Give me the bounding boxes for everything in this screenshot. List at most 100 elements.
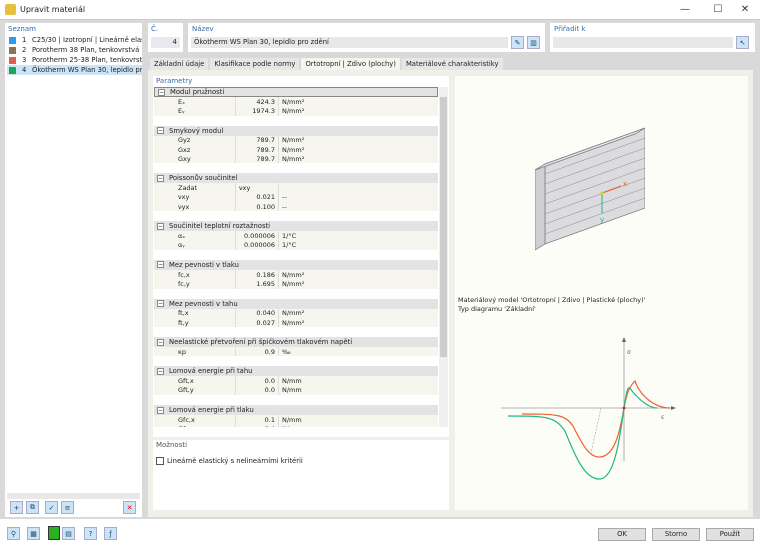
- group-header[interactable]: − Lomová energie při tlaku: [154, 405, 438, 416]
- tab-2[interactable]: Klasifikace podle normy: [210, 58, 300, 70]
- display-icon[interactable]: ▤: [62, 527, 75, 540]
- list-item[interactable]: 1 C25/30 | Izotropní | Lineárně elastický: [7, 35, 142, 45]
- parameter-row[interactable]: fc,x 0.186 N/mm²: [154, 269, 438, 280]
- group-header[interactable]: − Smykový modul: [154, 125, 438, 136]
- group-header[interactable]: − Poissonův součinitel: [154, 173, 438, 184]
- list-item[interactable]: 3 Porotherm 25-38 Plan, tenkovrstvá ma: [7, 55, 142, 65]
- collapse-icon[interactable]: −: [157, 261, 164, 269]
- list-item[interactable]: 2 Porotherm 38 Plan, tenkovrstvá malta: [7, 45, 142, 55]
- close-button[interactable]: ✕: [740, 4, 750, 15]
- parameter-value[interactable]: 0.040: [236, 308, 279, 318]
- parameter-row[interactable]: αₓ 0.000006 1/°C: [154, 231, 438, 241]
- parameter-row[interactable]: Gxy 789.7 N/mm²: [154, 154, 438, 164]
- collapse-icon[interactable]: −: [157, 338, 164, 346]
- assign-field[interactable]: [553, 37, 733, 48]
- parameter-row[interactable]: αᵧ 0.000006 1/°C: [154, 240, 438, 250]
- parameter-value[interactable]: 789.7: [236, 154, 279, 164]
- parameter-row[interactable]: ft,y 0.027 N/mm²: [154, 317, 438, 328]
- parameter-value[interactable]: 1.695: [236, 279, 279, 289]
- parameter-unit: N/mm: [282, 386, 302, 395]
- function-icon[interactable]: ƒ: [104, 527, 117, 540]
- ok-button[interactable]: OK: [598, 528, 646, 541]
- parameter-row[interactable]: ft,x 0.040 N/mm²: [154, 308, 438, 318]
- collapse-icon[interactable]: −: [157, 127, 164, 135]
- units-icon[interactable]: ▦: [27, 527, 40, 540]
- name-field[interactable]: Ökotherm WS Plan 30, lepidlo pro zdění: [191, 37, 508, 48]
- group-header[interactable]: − Neelastické přetvoření při špičkovém tl…: [154, 337, 438, 348]
- tab-1[interactable]: Základní údaje: [150, 58, 209, 70]
- horizontal-scrollbar[interactable]: [7, 493, 140, 499]
- check-list-icon[interactable]: ≡: [61, 501, 74, 514]
- number-field[interactable]: 4: [151, 37, 180, 48]
- parameter-value[interactable]: νxy: [236, 183, 279, 193]
- edit-icon[interactable]: ✎: [511, 36, 524, 49]
- parameter-row[interactable]: κp 0.9 ‰: [154, 347, 438, 357]
- search-icon[interactable]: ⚲: [7, 527, 20, 540]
- linear-elastic-checkbox[interactable]: [156, 457, 164, 465]
- parameter-value[interactable]: 0.027: [236, 317, 279, 328]
- maximize-button[interactable]: ☐: [713, 4, 723, 15]
- parameter-row[interactable]: Gft,y 0.0 N/mm: [154, 385, 438, 396]
- scrollbar-thumb[interactable]: [440, 97, 447, 357]
- vertical-scrollbar[interactable]: [439, 87, 448, 427]
- group-header[interactable]: − Modul pružnosti: [154, 87, 438, 97]
- parameter-value[interactable]: 1974.3: [236, 106, 279, 116]
- material-list-panel: Seznam 1 C25/30 | Izotropní | Lineárně el…: [5, 23, 142, 517]
- group-header[interactable]: − Lomová energie při tahu: [154, 366, 438, 377]
- tab-3[interactable]: Ortotropní | Zdivo (plochy): [301, 58, 400, 70]
- parameter-name: Gxz: [154, 144, 236, 155]
- pick-icon[interactable]: ↖: [736, 36, 749, 49]
- group-title: Lomová energie při tlaku: [169, 406, 254, 415]
- parameter-value[interactable]: 424.3: [236, 97, 279, 107]
- minimize-button[interactable]: —: [680, 4, 690, 15]
- apply-button[interactable]: Použít: [706, 528, 754, 541]
- parameter-value[interactable]: 0.000006: [236, 231, 279, 241]
- list-item[interactable]: 4 Ökotherm WS Plan 30, lepidlo pro zdění: [7, 65, 142, 75]
- delete-icon[interactable]: ✕: [123, 501, 136, 514]
- copy-material-icon[interactable]: ⧉: [26, 501, 39, 514]
- parameter-row[interactable]: Eₓ 424.3 N/mm²: [154, 97, 438, 107]
- parameter-value[interactable]: 0.186: [236, 269, 279, 280]
- parameter-row[interactable]: Gfc,x 0.1 N/mm: [154, 415, 438, 425]
- parameter-value[interactable]: 0.4: [236, 424, 279, 427]
- parameter-row[interactable]: Gyz 789.7 N/mm²: [154, 135, 438, 145]
- collapse-icon[interactable]: −: [157, 174, 164, 182]
- collapse-icon[interactable]: −: [157, 222, 164, 230]
- parameter-value[interactable]: 0.100: [236, 202, 279, 212]
- parameter-value[interactable]: 0.9: [236, 347, 279, 357]
- parameter-row[interactable]: νxy 0.021 --: [154, 192, 438, 203]
- parameter-unit: N/mm: [282, 415, 302, 424]
- cancel-button[interactable]: Storno: [652, 528, 700, 541]
- parameter-row[interactable]: Eᵧ 1974.3 N/mm²: [154, 106, 438, 116]
- group-header[interactable]: − Mez pevnosti v tlaku: [154, 259, 438, 270]
- parameter-value[interactable]: 0.0: [236, 376, 279, 386]
- parameter-row[interactable]: fc,y 1.695 N/mm²: [154, 279, 438, 289]
- parameter-value[interactable]: 0.1: [236, 415, 279, 425]
- parameter-row[interactable]: Zadat νxy: [154, 183, 438, 193]
- parameter-value[interactable]: 789.7: [236, 144, 279, 155]
- group-header[interactable]: − Součinitel teplotní roztažnosti: [154, 221, 438, 232]
- parameter-row[interactable]: νyx 0.100 --: [154, 202, 438, 212]
- tab-4[interactable]: Materiálové charakteristiky: [401, 58, 503, 70]
- parameter-name: fc,y: [154, 279, 236, 289]
- parameter-name: νyx: [154, 202, 236, 212]
- new-material-icon[interactable]: +: [10, 501, 23, 514]
- parameter-value[interactable]: 789.7: [236, 135, 279, 145]
- group-header[interactable]: − Mez pevnosti v tahu: [154, 298, 438, 309]
- library-icon[interactable]: ▥: [527, 36, 540, 49]
- collapse-icon[interactable]: −: [157, 300, 164, 308]
- collapse-icon[interactable]: −: [157, 367, 164, 375]
- collapse-icon[interactable]: −: [158, 88, 165, 96]
- parameter-value[interactable]: 0.0: [236, 385, 279, 396]
- parameter-row[interactable]: Gfc,y0.4N/mm: [154, 424, 438, 427]
- color-icon[interactable]: [48, 526, 60, 540]
- parameter-row[interactable]: Gxz 789.7 N/mm²: [154, 144, 438, 155]
- collapse-icon[interactable]: −: [157, 406, 164, 414]
- parameter-name: fc,x: [154, 269, 236, 280]
- parameter-value[interactable]: 0.000006: [236, 240, 279, 250]
- curve-y: [507, 387, 658, 480]
- parameter-row[interactable]: Gft,x 0.0 N/mm: [154, 376, 438, 386]
- parameter-value[interactable]: 0.021: [236, 192, 279, 203]
- check-icon[interactable]: ✓: [45, 501, 58, 514]
- help-icon[interactable]: ?: [84, 527, 97, 540]
